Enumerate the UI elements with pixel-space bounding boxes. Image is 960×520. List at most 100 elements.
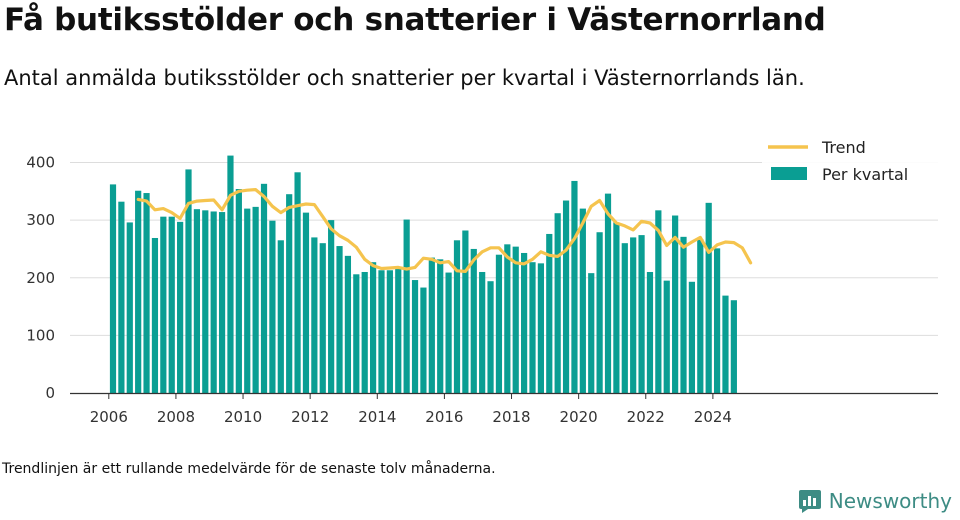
x-tick-label: 2008 xyxy=(157,408,195,426)
bar xyxy=(168,216,175,393)
bar xyxy=(588,273,595,393)
x-tick-label: 2022 xyxy=(627,408,665,426)
bar xyxy=(462,230,469,393)
newsworthy-icon xyxy=(798,490,821,513)
x-tick-label: 2024 xyxy=(694,408,732,426)
bar xyxy=(730,300,737,393)
y-tick-label: 0 xyxy=(45,384,55,402)
bar xyxy=(495,254,503,393)
chart-area: 0 100 200 300 400 2006 2008 2010 2012 2014 2016 201… xyxy=(26,132,938,426)
bar xyxy=(529,262,536,393)
bar xyxy=(705,202,712,393)
x-tick-label: 2014 xyxy=(358,408,396,426)
bar xyxy=(294,172,301,393)
bar xyxy=(722,295,729,393)
bar xyxy=(235,189,242,393)
bar xyxy=(453,240,461,393)
bar xyxy=(546,233,553,393)
x-tick-label: 2010 xyxy=(224,408,262,426)
bar xyxy=(328,220,335,393)
bar xyxy=(680,236,687,393)
bar xyxy=(302,212,310,393)
bar xyxy=(210,211,217,393)
bar xyxy=(160,216,167,393)
footnote: Trendlinjen är ett rullande medelvärde f… xyxy=(2,461,496,477)
bar xyxy=(411,280,419,393)
bar xyxy=(177,221,184,393)
legend-bar-swatch xyxy=(771,167,807,180)
bar xyxy=(437,259,444,393)
bar xyxy=(445,272,452,393)
bar xyxy=(554,213,561,393)
bar xyxy=(579,208,586,393)
bar xyxy=(193,209,200,393)
bar xyxy=(185,169,192,393)
bar xyxy=(386,270,393,393)
chart-subtitle: Antal anmälda butiksstölder och snatteri… xyxy=(4,66,805,90)
newsworthy-logo[interactable]: Newsworthy xyxy=(797,488,952,514)
legend-trend-label: Trend xyxy=(821,138,866,157)
bar xyxy=(487,281,494,393)
legend-bar-label: Per kvartal xyxy=(822,165,908,184)
bar xyxy=(596,232,603,393)
bar xyxy=(638,235,645,393)
bar xyxy=(504,244,511,393)
bar xyxy=(218,212,226,393)
bar xyxy=(353,274,360,393)
x-tick-label: 2012 xyxy=(291,408,329,426)
bar xyxy=(395,268,402,393)
bar xyxy=(344,255,352,393)
y-tick-label: 400 xyxy=(26,154,55,172)
bar xyxy=(135,190,142,393)
bar xyxy=(319,243,326,393)
bar xyxy=(286,194,293,393)
bar xyxy=(521,252,528,393)
bar xyxy=(118,201,125,393)
bar xyxy=(260,183,268,393)
bar xyxy=(252,206,259,393)
bar xyxy=(227,155,234,393)
brand-name: Newsworthy xyxy=(828,489,952,513)
x-tick-label: 2006 xyxy=(90,408,128,426)
bar xyxy=(109,184,117,393)
y-tick-label: 200 xyxy=(26,269,55,287)
bar xyxy=(688,281,696,393)
bar xyxy=(126,222,133,393)
bar xyxy=(697,239,704,393)
bar xyxy=(403,219,410,393)
bar xyxy=(244,208,251,393)
x-tick-label: 2020 xyxy=(560,408,598,426)
trend-line xyxy=(136,187,753,273)
x-tick-label: 2018 xyxy=(492,408,530,426)
y-tick-label: 300 xyxy=(26,211,55,229)
bar xyxy=(655,210,662,393)
chart-title: Få butiksstölder och snatterier i Väster… xyxy=(4,2,826,38)
bar xyxy=(420,287,427,393)
y-tick-label: 100 xyxy=(26,326,55,344)
bar xyxy=(604,193,612,393)
bar xyxy=(672,215,679,393)
bar xyxy=(336,246,343,393)
bar xyxy=(470,248,477,393)
bar xyxy=(646,271,654,393)
bar xyxy=(630,237,637,393)
bar xyxy=(479,271,486,393)
bar xyxy=(202,210,209,393)
bar xyxy=(571,180,578,393)
bar xyxy=(663,280,670,393)
bar xyxy=(311,237,318,393)
bar xyxy=(512,246,519,393)
bar xyxy=(428,257,435,393)
x-tick-label: 2016 xyxy=(425,408,463,426)
bar xyxy=(269,220,276,393)
bar xyxy=(369,262,377,393)
bar xyxy=(621,243,628,393)
bar xyxy=(361,271,368,393)
bar xyxy=(151,237,159,393)
bar xyxy=(613,222,620,393)
bar xyxy=(143,193,150,393)
bar xyxy=(277,240,284,393)
bar xyxy=(537,263,544,393)
bar xyxy=(713,248,721,393)
bar xyxy=(562,200,570,393)
